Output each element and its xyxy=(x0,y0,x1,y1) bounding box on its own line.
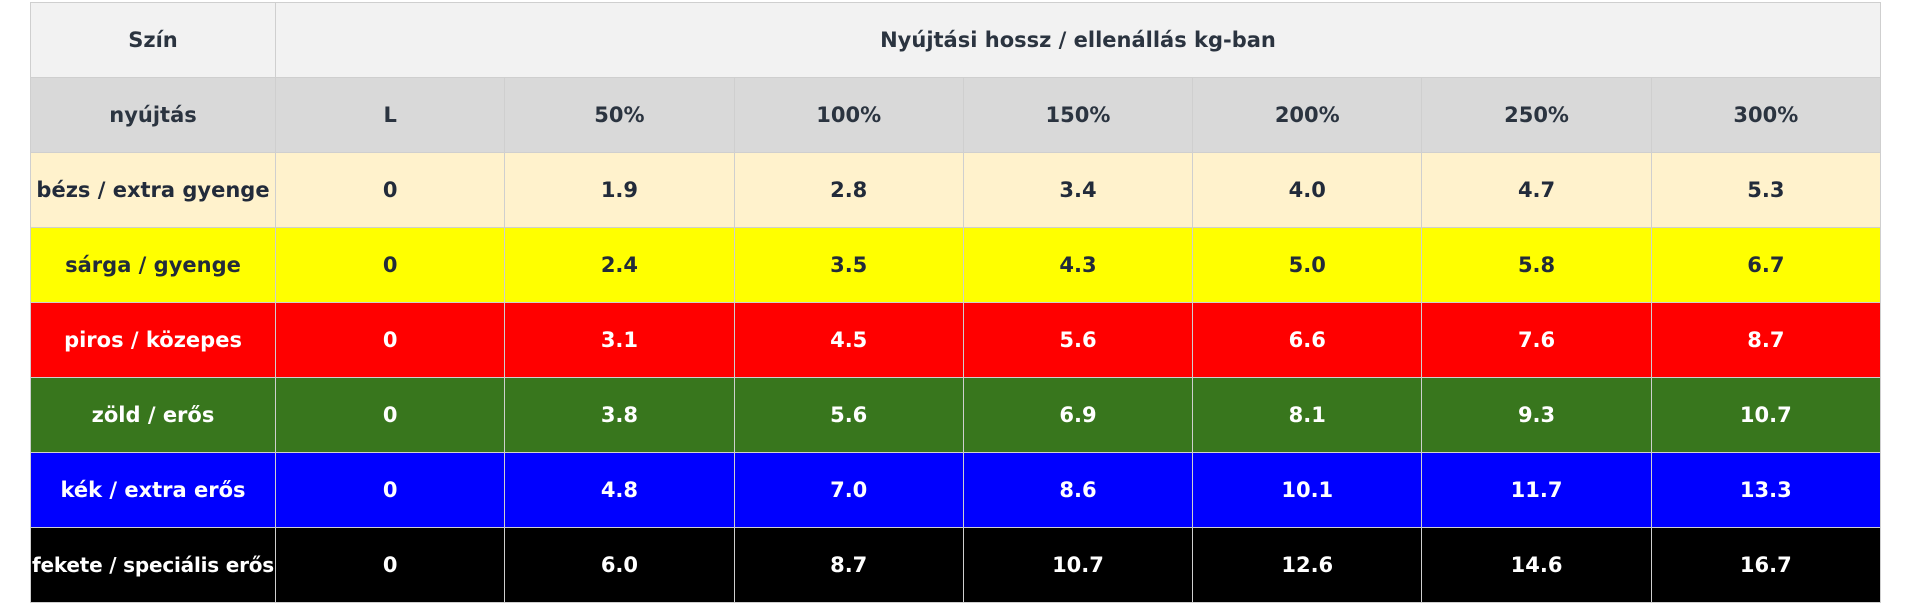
table-cell: 1.9 xyxy=(504,152,735,228)
table-cell: 14.6 xyxy=(1421,527,1652,603)
table-cell: 0 xyxy=(274,152,506,228)
row-color-label: piros / közepes xyxy=(30,302,276,378)
table-cell: 11.7 xyxy=(1421,452,1652,528)
table-cell: 0 xyxy=(274,227,506,303)
table-cell: 4.3 xyxy=(962,227,1194,303)
subheader-cell-100: 100% xyxy=(733,77,964,153)
header-color-cell: Szín xyxy=(30,2,276,78)
table-cell: 10.7 xyxy=(1650,377,1882,453)
table-cell: 4.0 xyxy=(1192,152,1423,228)
table-cell: 6.6 xyxy=(1192,302,1423,378)
subheader-cell-l: L xyxy=(274,77,506,153)
table-row-extra-eros: kék / extra erős 0 4.8 7.0 8.6 10.1 11.7 13.3 xyxy=(30,452,1882,528)
table-cell: 4.8 xyxy=(504,452,735,528)
table-row-kozepes: piros / közepes 0 3.1 4.5 5.6 6.6 7.6 8.7 xyxy=(30,302,1882,378)
subheader-row-label: nyújtás xyxy=(30,77,276,153)
subheader-cell-150: 150% xyxy=(962,77,1194,153)
table-subheader-row: nyújtás L 50% 100% 150% 200% 250% 300% xyxy=(30,77,1882,153)
table-cell: 0 xyxy=(274,377,506,453)
table-cell: 8.7 xyxy=(733,527,964,603)
table-cell: 16.7 xyxy=(1650,527,1882,603)
table-cell: 10.1 xyxy=(1192,452,1423,528)
table-cell: 3.5 xyxy=(733,227,964,303)
subheader-cell-50: 50% xyxy=(504,77,735,153)
subheader-cell-200: 200% xyxy=(1192,77,1423,153)
header-group-cell: Nyújtási hossz / ellenállás kg-ban xyxy=(275,2,1881,78)
table-cell: 0 xyxy=(274,302,506,378)
row-color-label: sárga / gyenge xyxy=(30,227,276,303)
table-cell: 13.3 xyxy=(1650,452,1882,528)
table-cell: 3.1 xyxy=(504,302,735,378)
table-row-specialis-eros: fekete / speciális erős 0 6.0 8.7 10.7 12.6 14… xyxy=(30,527,1882,603)
subheader-cell-300: 300% xyxy=(1650,77,1882,153)
table-cell: 7.0 xyxy=(733,452,964,528)
table-cell: 12.6 xyxy=(1192,527,1423,603)
table-cell: 5.8 xyxy=(1421,227,1652,303)
table-cell: 6.0 xyxy=(504,527,735,603)
subheader-cell-250: 250% xyxy=(1421,77,1652,153)
table-cell: 0 xyxy=(274,452,506,528)
row-color-label: bézs / extra gyenge xyxy=(30,152,276,228)
row-color-label: zöld / erős xyxy=(30,377,276,453)
table-cell: 4.5 xyxy=(733,302,964,378)
table-cell: 9.3 xyxy=(1421,377,1652,453)
table-cell: 6.9 xyxy=(962,377,1194,453)
table-cell: 5.6 xyxy=(962,302,1194,378)
table-body: bézs / extra gyenge 0 1.9 2.8 3.4 4.0 4.7 5.3 sá… xyxy=(30,152,1882,603)
table-cell: 2.8 xyxy=(733,152,964,228)
resistance-table: Szín Nyújtási hossz / ellenállás kg-ban … xyxy=(30,2,1882,603)
table-row-extra-gyenge: bézs / extra gyenge 0 1.9 2.8 3.4 4.0 4.7 5.3 xyxy=(30,152,1882,228)
table-row-gyenge: sárga / gyenge 0 2.4 3.5 4.3 5.0 5.8 6.7 xyxy=(30,227,1882,303)
table-cell: 6.7 xyxy=(1650,227,1882,303)
table-cell: 3.4 xyxy=(962,152,1194,228)
table-cell: 3.8 xyxy=(504,377,735,453)
row-color-label: fekete / speciális erős xyxy=(30,527,276,603)
row-color-label: kék / extra erős xyxy=(30,452,276,528)
table-cell: 10.7 xyxy=(962,527,1194,603)
table-cell: 4.7 xyxy=(1421,152,1652,228)
table-cell: 8.1 xyxy=(1192,377,1423,453)
table-row-eros: zöld / erős 0 3.8 5.6 6.9 8.1 9.3 10.7 xyxy=(30,377,1882,453)
table-cell: 5.6 xyxy=(733,377,964,453)
table-cell: 8.7 xyxy=(1650,302,1882,378)
table-header-row: Szín Nyújtási hossz / ellenállás kg-ban xyxy=(30,2,1881,78)
table-cell: 0 xyxy=(274,527,506,603)
table-cell: 5.0 xyxy=(1192,227,1423,303)
table-cell: 8.6 xyxy=(962,452,1194,528)
table-cell: 2.4 xyxy=(504,227,735,303)
table-cell: 7.6 xyxy=(1421,302,1652,378)
table-cell: 5.3 xyxy=(1650,152,1882,228)
